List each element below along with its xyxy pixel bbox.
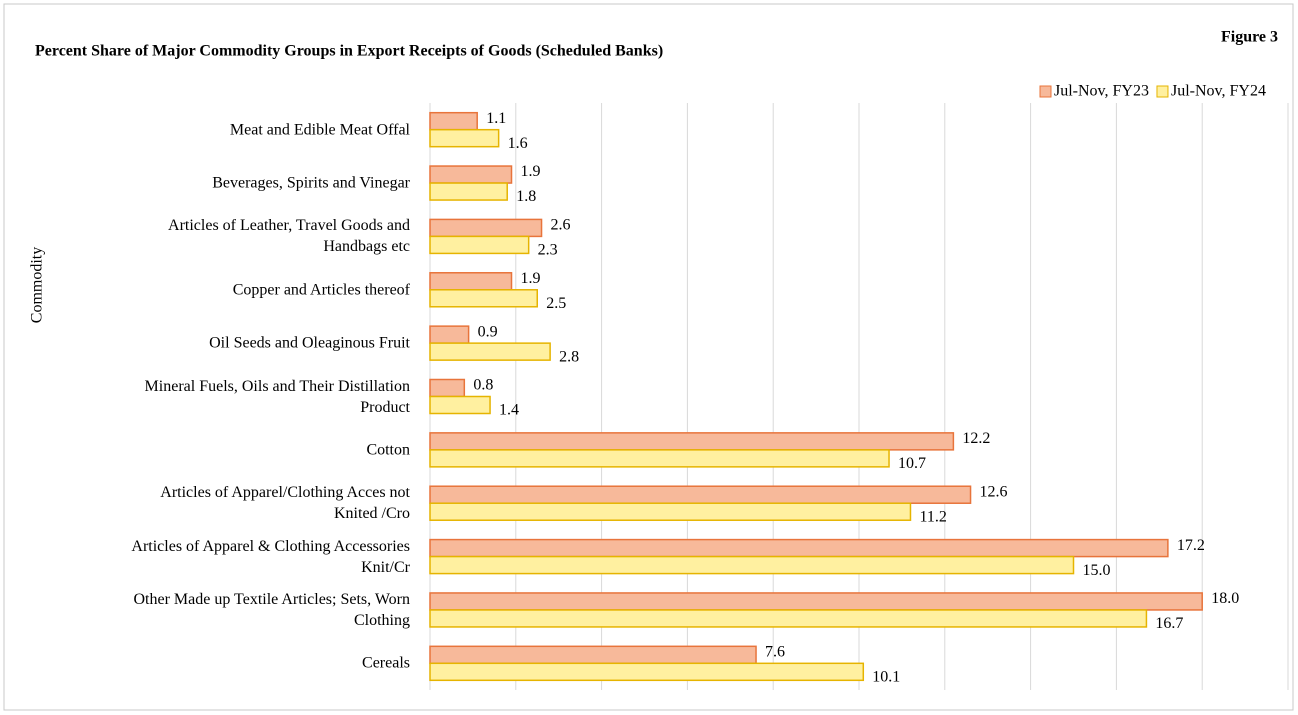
bar: [429, 342, 551, 361]
data-label: 1.1: [486, 110, 506, 127]
data-label: 10.1: [872, 668, 900, 685]
bar: [429, 111, 478, 131]
bar: [429, 609, 1148, 628]
bar: [429, 378, 466, 398]
bar: [429, 272, 513, 291]
legend-swatch: [1156, 85, 1169, 98]
legend-label: Jul-Nov, FY23: [1054, 83, 1149, 100]
bar: [429, 395, 491, 415]
data-label: 1.9: [521, 270, 541, 287]
legend-swatch: [1039, 85, 1052, 98]
data-label: 11.2: [919, 508, 946, 525]
bar: [429, 325, 470, 344]
data-label: 15.0: [1083, 562, 1111, 579]
bar: [429, 182, 508, 201]
figure-label: Figure 3: [1221, 29, 1278, 46]
data-label: 2.8: [559, 348, 579, 365]
data-label: 0.9: [478, 323, 498, 340]
bar: [429, 555, 1075, 575]
legend-label: Jul-Nov, FY24: [1171, 83, 1266, 100]
data-label: 2.5: [546, 295, 566, 312]
data-label: 0.8: [473, 377, 493, 394]
bar: [429, 235, 530, 255]
data-label: 12.2: [962, 430, 990, 447]
category-label: Cereals: [362, 654, 410, 672]
frame: [3, 3, 1294, 711]
data-label: 1.9: [521, 163, 541, 180]
category-label: Articles of Leather, Travel Goods and Ha…: [168, 217, 410, 256]
data-label: 1.8: [516, 188, 536, 205]
bar: [429, 432, 955, 451]
bar: [429, 289, 538, 308]
bar: [429, 592, 1203, 611]
bar: [429, 645, 757, 665]
y-axis-label: Commodity: [29, 247, 46, 323]
data-label: 7.6: [765, 643, 785, 660]
bar: [429, 165, 513, 184]
category-label: Other Made up Textile Articles; Sets, Wo…: [133, 590, 410, 629]
bar: [429, 662, 865, 682]
data-label: 16.7: [1155, 615, 1183, 632]
data-label: 1.6: [508, 135, 528, 152]
bar: [429, 485, 972, 504]
bar: [429, 449, 890, 468]
category-label: Copper and Articles thereof: [232, 281, 410, 299]
data-label: 1.4: [499, 402, 519, 419]
bar: [429, 538, 1169, 558]
data-label: 10.7: [898, 455, 926, 472]
data-label: 2.3: [538, 242, 558, 259]
category-label: Cotton: [366, 441, 410, 459]
data-label: 18.0: [1211, 590, 1239, 607]
data-label: 17.2: [1177, 537, 1205, 554]
category-label: Articles of Apparel/Clothing Acces not K…: [160, 484, 410, 523]
chart-title: Percent Share of Major Commodity Groups …: [35, 43, 663, 60]
category-label: Beverages, Spirits and Vinegar: [212, 174, 410, 192]
category-label: Articles of Apparel & Clothing Accessori…: [131, 537, 410, 576]
bar: [429, 218, 543, 238]
bar: [429, 128, 500, 148]
category-label: Oil Seeds and Oleaginous Fruit: [209, 334, 410, 352]
data-label: 2.6: [551, 217, 571, 234]
category-label: Meat and Edible Meat Offal: [229, 121, 410, 139]
category-label: Mineral Fuels, Oils and Their Distillati…: [144, 377, 410, 416]
data-label: 12.6: [980, 483, 1008, 500]
bar: [429, 502, 912, 521]
